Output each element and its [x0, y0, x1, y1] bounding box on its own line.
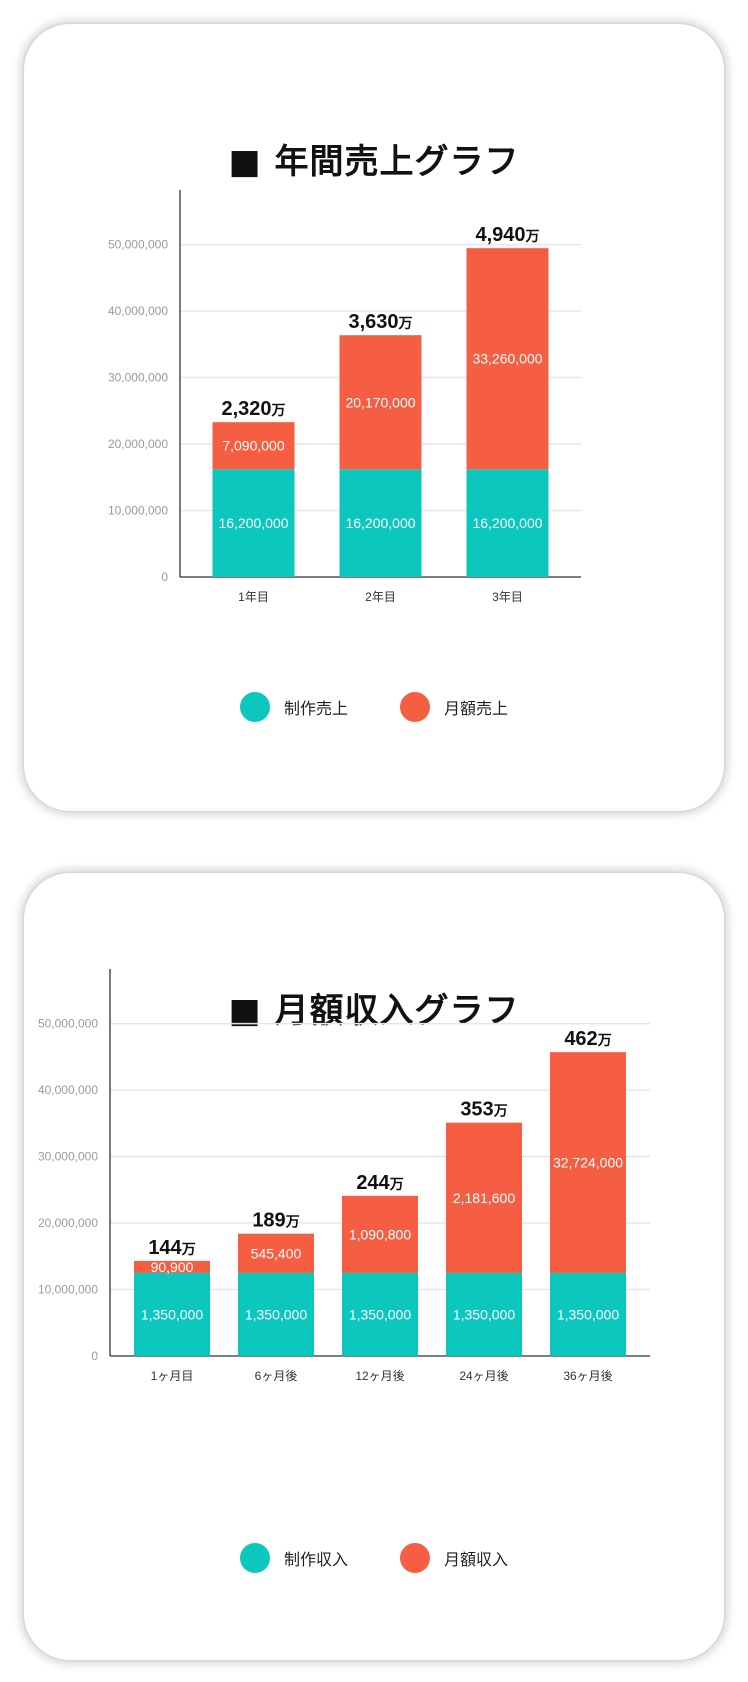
legend-swatch-monthly [400, 1543, 430, 1573]
bar-value-label: 2,181,600 [453, 1190, 515, 1206]
y-tick-label: 10,000,000 [108, 504, 168, 518]
x-tick-label: 6ヶ月後 [255, 1369, 298, 1383]
bar-segment-production [466, 469, 549, 577]
bar-total-label: 462万 [564, 1028, 611, 1050]
chart-legend: 制作収入 月額収入 [24, 1543, 724, 1573]
bar-total-unit: 万 [597, 1032, 612, 1048]
bar-total-unit: 万 [181, 1241, 196, 1257]
y-tick-label: 20,000,000 [38, 1216, 98, 1230]
x-tick-label: 1年目 [238, 590, 269, 604]
bar-total-unit: 万 [285, 1214, 300, 1230]
x-tick-label: 36ヶ月後 [563, 1369, 612, 1383]
bar-value-label: 20,170,000 [345, 394, 415, 410]
legend-item-production: 制作売上 [239, 692, 348, 722]
bar-segment-monthly [238, 1233, 314, 1273]
legend-label: 制作収入 [283, 1550, 348, 1569]
annual-sales-card: ■ 年間売上グラフ 0 10,000,000 20,000,000 30,000,00… [24, 24, 724, 811]
bar-total-label: 4,940万 [475, 224, 539, 246]
x-tick-label: 24ヶ月後 [459, 1369, 508, 1383]
y-tick-label: 10,000,000 [38, 1283, 98, 1297]
bar-total-unit: 万 [271, 402, 286, 418]
bar-segment-monthly [342, 1195, 418, 1273]
legend-label: 制作売上 [283, 699, 348, 718]
legend-label: 月額売上 [444, 699, 509, 718]
legend-label: 月額収入 [444, 1550, 509, 1569]
y-tick-label: 50,000,000 [38, 1017, 98, 1031]
bar-total-number: 244 [356, 1172, 390, 1194]
bar-value-label: 32,724,000 [553, 1155, 623, 1171]
y-tick-label: 40,000,000 [38, 1083, 98, 1097]
bar-value-label: 16,200,000 [472, 515, 542, 531]
legend-item-monthly: 月額売上 [400, 692, 508, 722]
y-tick-label: 30,000,000 [108, 371, 168, 385]
bar-total-label: 189万 [252, 1210, 299, 1232]
bar-value-label: 1,350,000 [557, 1306, 619, 1322]
bar-total-number: 462 [564, 1028, 597, 1050]
bar-value-label: 1,350,000 [141, 1306, 203, 1322]
bar-segment-production [342, 1272, 418, 1356]
bar-value-label: 7,090,000 [222, 438, 284, 454]
annual-sales-chart: 0 10,000,000 20,000,000 30,000,000 40,000,00… [108, 190, 581, 604]
bar-total-label: 244万 [356, 1172, 403, 1194]
x-tick-label: 2年目 [365, 590, 396, 604]
bar-total-unit: 万 [493, 1103, 508, 1119]
bar-total-label: 144万 [148, 1237, 195, 1259]
y-tick-label: 40,000,000 [108, 304, 168, 318]
bar-value-label: 1,350,000 [453, 1306, 515, 1322]
bar-segment-monthly [446, 1122, 522, 1273]
bar-segment-monthly [550, 1052, 626, 1273]
monthly-income-chart: 0 10,000,000 20,000,000 30,000,000 40,000,00… [38, 969, 650, 1383]
bar-total-number: 189 [252, 1210, 285, 1232]
bar-segment-monthly [466, 248, 549, 470]
bar-value-label: 1,090,800 [349, 1226, 411, 1242]
bar-value-label: 33,260,000 [472, 351, 542, 367]
bar-segment-monthly [212, 422, 295, 470]
bar-total-number: 144 [148, 1237, 182, 1259]
y-tick-label: 0 [91, 1349, 98, 1363]
bar-segment-monthly [134, 1260, 210, 1273]
bar-total-number: 2,320 [221, 398, 271, 420]
bar-segment-production [212, 469, 295, 577]
bar-segment-production [446, 1272, 522, 1356]
bar-total-label: 3,630万 [348, 311, 412, 333]
chart-legend: 制作売上 月額売上 [24, 692, 724, 722]
legend-swatch-production [239, 1543, 270, 1573]
bar-total-number: 3,630 [348, 311, 398, 333]
x-tick-label: 3年目 [492, 590, 523, 604]
bar-value-label: 90,900 [151, 1259, 194, 1275]
bar-total-unit: 万 [398, 315, 413, 331]
bar-segment-production [339, 469, 422, 577]
legend-item-monthly: 月額収入 [400, 1543, 508, 1573]
bar-total-unit: 万 [525, 228, 540, 244]
y-tick-label: 50,000,000 [108, 238, 168, 252]
bar-total-number: 4,940 [475, 224, 525, 246]
legend-swatch-production [239, 692, 270, 722]
monthly-income-card: ■ 月額収入グラフ 0 10,000,000 20,000,000 30,000,00… [24, 873, 724, 1660]
bar-value-label: 1,350,000 [349, 1306, 411, 1322]
bar-total-unit: 万 [389, 1176, 404, 1192]
bar-total-label: 353万 [460, 1099, 507, 1121]
bar-total-number: 353 [460, 1099, 493, 1121]
x-tick-label: 1ヶ月目 [151, 1369, 194, 1383]
bar-segment-production [550, 1272, 626, 1356]
bar-value-label: 1,350,000 [245, 1306, 307, 1322]
chart-title: ■ 年間売上グラフ [228, 142, 520, 182]
legend-swatch-monthly [400, 692, 430, 722]
bar-segment-production [238, 1272, 314, 1356]
y-tick-label: 0 [161, 570, 168, 584]
bar-total-label: 2,320万 [221, 398, 285, 420]
bar-value-label: 545,400 [251, 1245, 302, 1261]
y-tick-label: 30,000,000 [38, 1150, 98, 1164]
bar-segment-production [134, 1272, 210, 1356]
legend-item-production: 制作収入 [239, 1543, 348, 1573]
bar-value-label: 16,200,000 [218, 515, 288, 531]
bar-segment-monthly [339, 335, 422, 470]
y-tick-label: 20,000,000 [108, 437, 168, 451]
x-tick-label: 12ヶ月後 [355, 1369, 404, 1383]
bar-value-label: 16,200,000 [345, 515, 415, 531]
